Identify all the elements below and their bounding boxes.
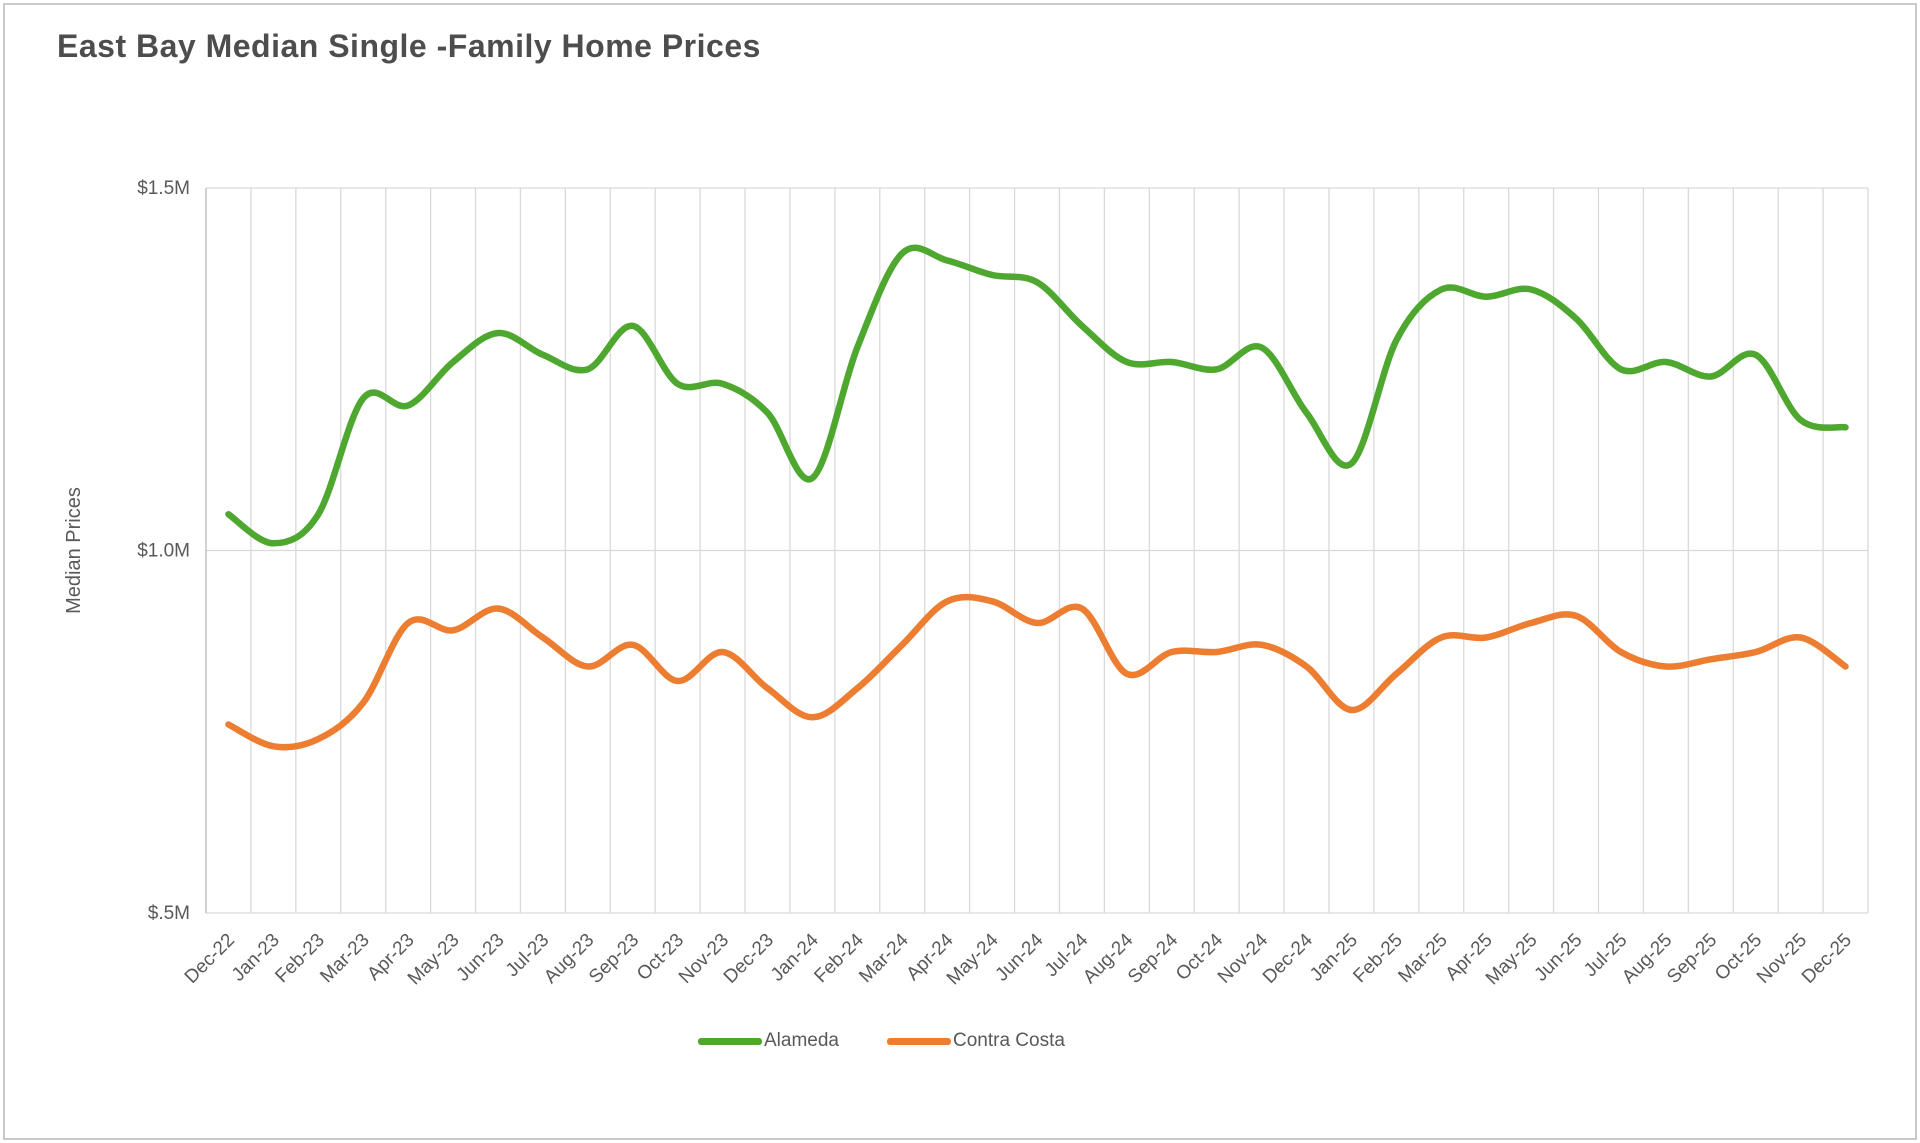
x-axis-tick-label: Jun-24 <box>992 929 1048 985</box>
x-axis-tick-label: Aug-23 <box>540 930 598 988</box>
legend-label-contra-costa: Contra Costa <box>953 1030 1065 1051</box>
x-axis-tick-label: Jun-25 <box>1531 930 1587 986</box>
legend: Alameda Contra Costa <box>698 1030 1065 1052</box>
alameda-line <box>225 244 1849 547</box>
contra-costa-line-swatch <box>887 1037 951 1045</box>
x-axis-tick-label: Sep-25 <box>1663 930 1721 988</box>
x-axis-tick-label: May-24 <box>943 929 1003 989</box>
legend-label-alameda: Alameda <box>764 1030 839 1051</box>
x-axis-tick-label: May-25 <box>1482 930 1542 990</box>
x-axis-tick-label: Aug-25 <box>1618 930 1676 988</box>
x-axis-tick-label: Nov-25 <box>1753 930 1811 988</box>
x-axis-tick-label: Feb-25 <box>1349 930 1406 987</box>
x-axis-tick-label: Dec-23 <box>720 930 778 988</box>
x-axis-tick-label: Dec-25 <box>1798 930 1856 988</box>
contra-costa-line <box>225 593 1849 751</box>
chart-title: East Bay Median Single -Family Home Pric… <box>57 28 761 64</box>
x-axis-tick-label: Nov-23 <box>675 930 733 988</box>
x-axis-tick-label: Sep-24 <box>1124 929 1182 987</box>
legend-item-alameda[interactable]: Alameda <box>698 1030 839 1052</box>
alameda-line-swatch <box>698 1037 762 1045</box>
x-axis-tick-label: Mar-24 <box>855 929 913 987</box>
x-axis-tick-label: Feb-24 <box>810 929 868 987</box>
x-axis-tick-label: Mar-25 <box>1394 930 1451 987</box>
x-axis-tick-label: Dec-24 <box>1259 929 1317 987</box>
x-axis-tick-label: Sep-23 <box>585 930 643 988</box>
y-axis-title: Median Prices <box>63 487 85 614</box>
x-axis-tick-label: Jun-23 <box>453 930 509 986</box>
x-axis-tick-label: Feb-23 <box>271 930 328 987</box>
y-axis-tick-label: $1.0M <box>137 541 190 562</box>
x-axis-tick-label: Dec-22 <box>181 930 239 988</box>
y-axis-tick-label: $.5M <box>148 903 190 924</box>
x-axis-tick-label: May-23 <box>404 930 464 990</box>
y-axis-tick-label: $1.5M <box>137 178 190 199</box>
legend-item-contra-costa[interactable]: Contra Costa <box>887 1030 1065 1052</box>
x-axis-tick-label: Mar-23 <box>316 930 373 987</box>
